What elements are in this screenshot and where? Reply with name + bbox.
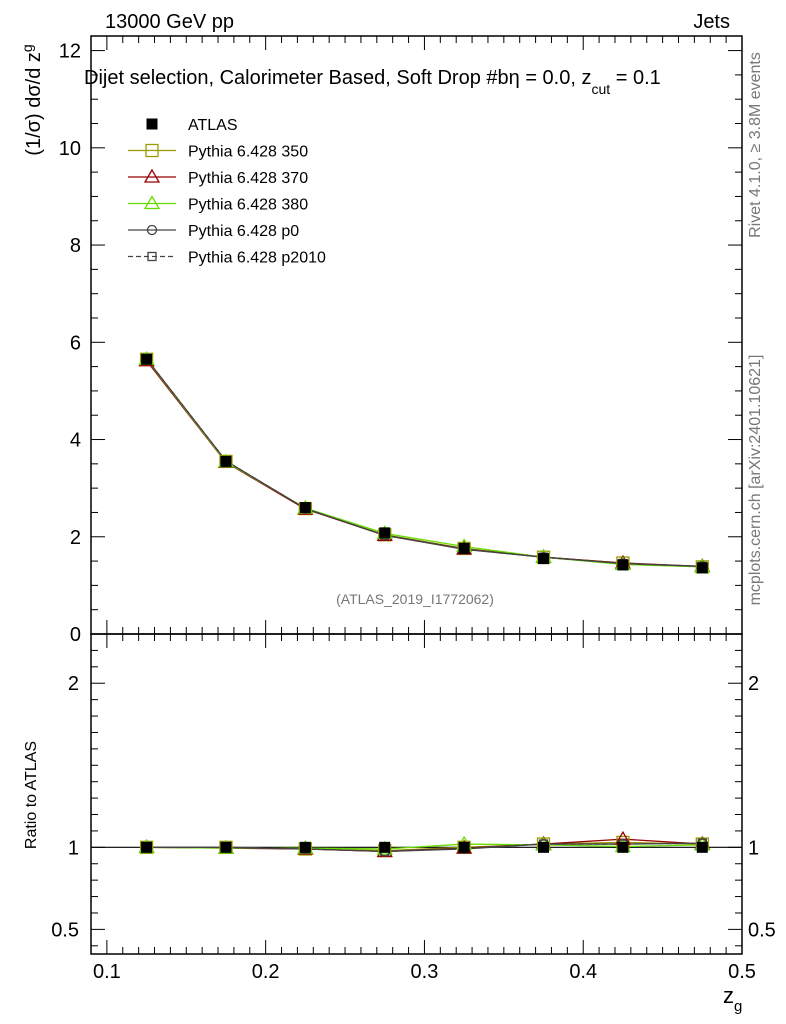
legend-item-atlas: ATLAS — [146, 117, 238, 134]
legend-swatch-marker — [143, 195, 161, 210]
ratio-point-atlas — [696, 841, 708, 853]
point-atlas — [299, 502, 311, 514]
legend-item-pythia-6-428-350: Pythia 6.428 350 — [128, 144, 308, 161]
side-label-rivet: Rivet 4.1.0, ≥ 3.8M events — [747, 52, 764, 238]
title-suffix: = 0.1 — [610, 67, 661, 89]
y-axis-label-ratio: Ratio to ATLAS — [23, 741, 40, 849]
legend-item-pythia-6-428-p0: Pythia 6.428 p0 — [128, 223, 299, 240]
y-label-main-sub: g — [19, 44, 35, 52]
x-tick-label: 0.4 — [569, 961, 597, 983]
side-label-mcplots: mcplots.cern.ch [arXiv:2401.10621] — [747, 355, 764, 606]
ratio-plot-frame — [90, 633, 743, 955]
ratio-point-atlas — [617, 841, 629, 853]
y-tick-label-main: 10 — [59, 138, 81, 160]
point-atlas — [458, 542, 470, 554]
legend-label: ATLAS — [188, 117, 238, 134]
y-tick-label-ratio: 2 — [68, 673, 79, 695]
x-axis-label: zg — [723, 983, 742, 1015]
legend-label: Pythia 6.428 370 — [188, 170, 308, 187]
ratio-line-pythia-6-428-p2010 — [146, 842, 703, 853]
y-tick-label-ratio: 1 — [68, 837, 79, 859]
y-tick-label-main: 8 — [70, 235, 81, 257]
legend-swatch-marker — [143, 168, 161, 183]
header-right: Jets — [693, 11, 730, 33]
legend-label: Pythia 6.428 380 — [188, 197, 308, 214]
title-sub: cut — [591, 81, 610, 97]
x-label-text: z — [723, 983, 734, 1008]
series-line-pythia-6-428-p2010 — [146, 358, 703, 568]
point-atlas — [379, 527, 391, 539]
legend-item-pythia-6-428-p2010: Pythia 6.428 p2010 — [128, 250, 326, 267]
legend-swatch-marker — [146, 224, 158, 236]
ratio-point-atlas — [220, 841, 232, 853]
legend-label: Pythia 6.428 p2010 — [188, 250, 326, 267]
x-tick-label: 0.3 — [411, 961, 439, 983]
legend-swatch-marker — [145, 143, 159, 158]
ratio-point-atlas — [538, 841, 550, 853]
point-atlas — [617, 559, 629, 571]
ratio-point-atlas — [379, 841, 391, 853]
point-atlas — [696, 562, 708, 574]
legend-item-pythia-6-428-370: Pythia 6.428 370 — [128, 168, 308, 187]
header-left: 13000 GeV pp — [105, 11, 234, 33]
title-prefix: Dijet selection, Calorimeter Based, Soft… — [84, 67, 509, 89]
point-atlas — [538, 553, 550, 565]
series-markers — [138, 351, 711, 858]
y-tick-label-main: 4 — [70, 430, 81, 452]
y-tick-label-ratio-right: 2 — [748, 673, 759, 695]
series-lines — [146, 358, 703, 568]
legend-swatch-marker — [146, 118, 158, 130]
ratio-point-atlas — [458, 841, 470, 853]
plot-title: Dijet selection, Calorimeter Based, Soft… — [84, 67, 661, 97]
x-tick-label: 0.5 — [728, 961, 756, 983]
y-tick-label-ratio: 0.5 — [51, 919, 79, 941]
y-axis-label-main: (1/σ) dσ/d zg — [19, 44, 45, 155]
legend-label: Pythia 6.428 350 — [188, 144, 308, 161]
axis-ticks — [91, 36, 743, 954]
legend-swatch-marker — [147, 251, 157, 262]
y-tick-label-ratio-right: 0.5 — [748, 919, 776, 941]
x-label-sub: g — [734, 998, 742, 1015]
y-tick-label-main: 2 — [70, 527, 81, 549]
x-tick-label: 0.1 — [93, 961, 121, 983]
ratio-series-lines — [91, 838, 742, 853]
ratio-point-atlas — [299, 841, 311, 853]
y-tick-label-main: 6 — [70, 332, 81, 354]
y-tick-label-ratio-right: 1 — [748, 837, 759, 859]
title-eta: η = 0.0, z — [509, 67, 592, 89]
ratio-point-atlas — [141, 841, 153, 853]
legend: ATLAS Pythia 6.428 350 Pythia 6.428 370 Pyt… — [128, 117, 326, 267]
analysis-watermark: (ATLAS_2019_I1772062) — [336, 591, 494, 607]
legend-label: Pythia 6.428 p0 — [188, 223, 299, 240]
x-tick-label: 0.2 — [252, 961, 280, 983]
y-tick-label-main: 0 — [70, 624, 81, 646]
point-atlas — [141, 353, 153, 365]
legend-item-pythia-6-428-380: Pythia 6.428 380 — [128, 195, 308, 214]
y-label-main-text: (1/σ) dσ/d z — [23, 52, 45, 156]
y-tick-label-main: 12 — [59, 41, 81, 63]
point-atlas — [220, 455, 232, 467]
